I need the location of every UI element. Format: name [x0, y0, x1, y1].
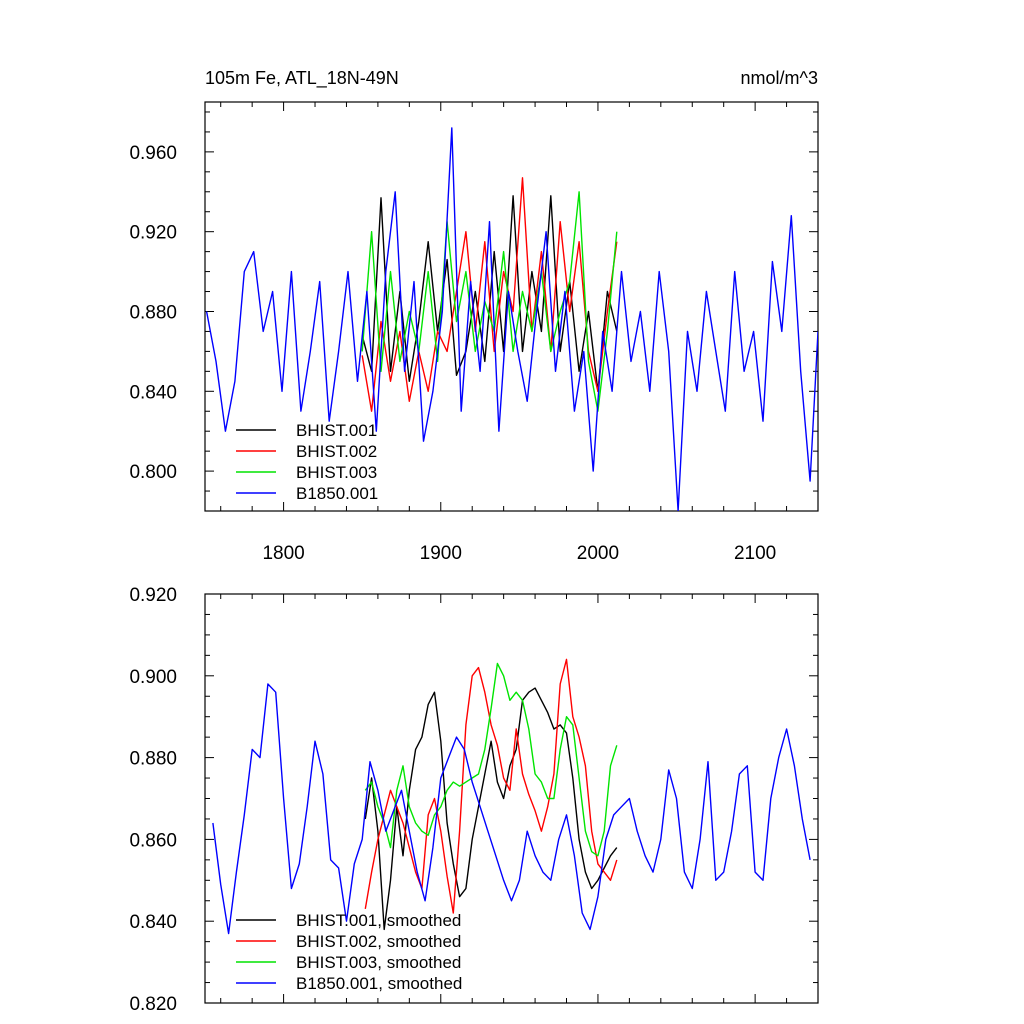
y-tick-label: 0.800 [129, 462, 177, 483]
y-tick-label: 0.820 [129, 994, 177, 1015]
y-tick-label: 0.960 [129, 143, 177, 164]
series-line-b1850-001 [205, 127, 818, 511]
series-line-b1850-001 [212, 683, 811, 935]
legend-label: BHIST.002 [296, 442, 377, 461]
legend-label: BHIST.001 [296, 421, 377, 440]
series-line-bhist-002 [364, 658, 618, 914]
x-tick-label: 2100 [734, 543, 776, 564]
top-plot-area: 1800 1900 2000 2100 0.800 0.840 0.880 0.920 0.96… [129, 101, 819, 564]
chart-title: 105m Fe, ATL_18N-49N [205, 68, 399, 89]
x-tick-label: 2000 [577, 543, 619, 564]
y-tick-label: 0.920 [129, 223, 177, 244]
plot-frame [204, 101, 819, 512]
bottom-plot-area: 0.820 0.840 0.860 0.880 0.900 0.920 BHIST.001,… [129, 585, 819, 1015]
y-tick-label: 0.840 [129, 912, 177, 933]
x-tick-label: 1900 [420, 543, 462, 564]
top-panel: 105m Fe, ATL_18N-49N nmol/m^3 1800 1900 20… [129, 68, 819, 564]
series-line-bhist-003 [361, 191, 618, 412]
y-tick-label: 0.900 [129, 667, 177, 688]
y-tick-label: 0.880 [129, 302, 177, 323]
legend-label: B1850.001 [296, 484, 378, 503]
series-line-bhist-003 [364, 662, 618, 857]
legend-label: BHIST.003, smoothed [296, 953, 461, 972]
series-group [205, 127, 818, 511]
y-tick-label: 0.840 [129, 382, 177, 403]
legend-label: BHIST.001, smoothed [296, 911, 461, 930]
y-tick-label: 0.920 [129, 585, 177, 606]
y-tick-label: 0.880 [129, 749, 177, 770]
series-group [212, 658, 811, 935]
legend-label: B1850.001, smoothed [296, 974, 462, 993]
bottom-panel: 0.820 0.840 0.860 0.880 0.900 0.920 BHIST.001,… [129, 585, 819, 1015]
legend-label: BHIST.003 [296, 463, 377, 482]
series-line-bhist-001 [364, 687, 618, 931]
y-tick-label: 0.860 [129, 830, 177, 851]
legend-label: BHIST.002, smoothed [296, 932, 461, 951]
x-tick-label: 1800 [262, 543, 304, 564]
units-label: nmol/m^3 [741, 68, 818, 88]
